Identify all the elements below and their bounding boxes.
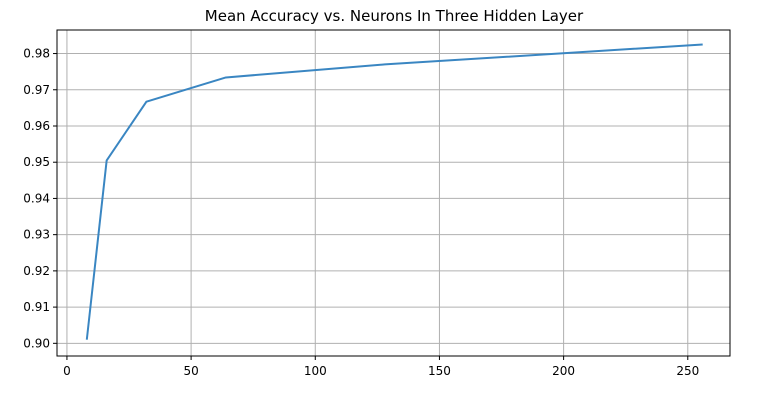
- y-tick-label: 0.92: [23, 264, 50, 278]
- y-tick-label: 0.96: [23, 119, 50, 133]
- y-tick-label: 0.97: [23, 83, 50, 97]
- series-layer: [85, 43, 703, 340]
- x-tick-label: 150: [428, 364, 451, 378]
- x-tick-label: 200: [552, 364, 575, 378]
- x-tick-label: 250: [676, 364, 699, 378]
- x-tick-label: 50: [183, 364, 198, 378]
- plot-frame: [56, 29, 731, 357]
- chart-title: Mean Accuracy vs. Neurons In Three Hidde…: [205, 7, 584, 25]
- x-tick-label: 100: [304, 364, 327, 378]
- series-line: [85, 43, 703, 340]
- y-tick-label: 0.98: [23, 47, 50, 61]
- x-axis: 0 50 100 150 200 250: [63, 356, 699, 378]
- y-tick-label: 0.95: [23, 155, 50, 169]
- grid-lines: [57, 30, 730, 356]
- y-tick-label: 0.91: [23, 300, 50, 314]
- y-tick-label: 0.93: [23, 228, 50, 242]
- x-tick-label: 0: [63, 364, 71, 378]
- y-tick-label: 0.90: [23, 336, 50, 350]
- y-tick-label: 0.94: [23, 191, 50, 205]
- y-axis: 0.90 0.91 0.92 0.93 0.94 0.95 0.96 0.97 0.98: [23, 47, 57, 350]
